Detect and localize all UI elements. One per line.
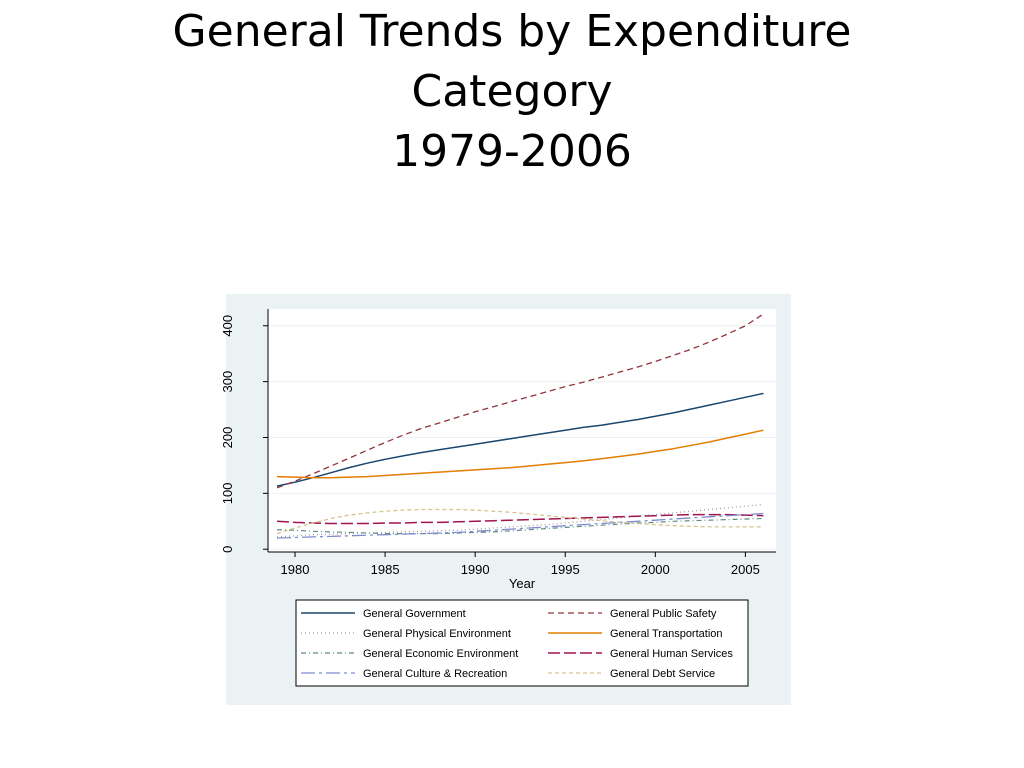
plot-area xyxy=(268,309,776,552)
x-tick-label-2000: 2000 xyxy=(641,562,670,577)
x-tick-label-2005: 2005 xyxy=(731,562,760,577)
slide-title-line-3: 1979-2006 xyxy=(392,126,632,177)
y-tick-label-100: 100 xyxy=(220,482,235,504)
legend: General Government General Public Safety G… xyxy=(295,599,749,687)
series-line-8 xyxy=(276,508,764,535)
axes: 0 100 200 300 400 1980 1985 1990 1995 2000 2005 xyxy=(220,309,776,577)
x-axis-label: Year xyxy=(509,576,536,591)
legend-label-8: General Debt Service xyxy=(610,668,715,680)
legend-label-6: General Human Services xyxy=(610,648,733,660)
slide-title-line-2: Category xyxy=(411,66,613,117)
series-line-7 xyxy=(276,512,764,539)
series-line-6 xyxy=(276,513,764,525)
y-tick-label-400: 400 xyxy=(220,315,235,337)
slide-title-line-1: General Trends by Expenditure xyxy=(172,6,852,57)
x-tick-label-1995: 1995 xyxy=(551,562,580,577)
y-tick-label-300: 300 xyxy=(220,371,235,393)
legend-label-4: General Transportation xyxy=(610,628,723,640)
legend-label-1: General Government xyxy=(363,608,466,620)
y-tick-label-0: 0 xyxy=(220,546,235,553)
legend-label-2: General Public Safety xyxy=(610,608,717,620)
x-tick-label-1985: 1985 xyxy=(371,562,400,577)
legend-label-7: General Culture & Recreation xyxy=(363,668,507,680)
legend-label-3: General Physical Environment xyxy=(363,628,511,640)
slide-title: General Trends by Expenditure Category 1… xyxy=(0,2,1024,182)
y-tick-label-200: 200 xyxy=(220,427,235,449)
x-tick-label-1980: 1980 xyxy=(281,562,310,577)
series-line-5 xyxy=(276,517,764,535)
series-line-4 xyxy=(276,429,764,479)
gridlines xyxy=(268,325,776,550)
x-tick-label-1990: 1990 xyxy=(461,562,490,577)
legend-label-5: General Economic Environment xyxy=(363,648,518,660)
series-lines xyxy=(276,313,764,539)
series-line-1 xyxy=(276,392,764,487)
legend-box xyxy=(295,599,749,687)
